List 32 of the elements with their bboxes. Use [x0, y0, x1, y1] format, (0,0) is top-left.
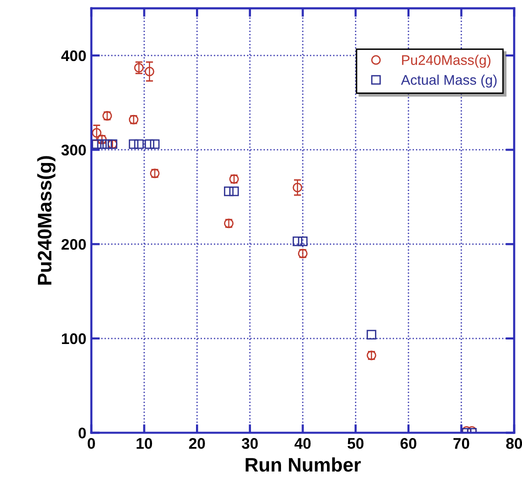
y-tick-label: 400: [61, 50, 86, 62]
point: [92, 128, 102, 138]
y-tick-label: 300: [61, 144, 86, 156]
legend-label: Actual Mass (g): [401, 74, 497, 88]
x-tick-label: 20: [189, 438, 205, 449]
x-tick-label: 40: [294, 438, 311, 449]
x-tick-label: 70: [453, 438, 470, 449]
point: [134, 139, 144, 149]
x-tick-label: 50: [348, 438, 364, 449]
point: [366, 330, 376, 340]
point: [144, 139, 154, 149]
x-tick-label: 30: [242, 438, 258, 449]
point: [102, 139, 112, 149]
point: [298, 236, 308, 246]
x-tick-label: 0: [88, 438, 95, 449]
x-tick-label: 10: [136, 438, 152, 449]
y-axis-title: Pu240Mass(g): [37, 156, 56, 285]
x-tick-label: 80: [506, 438, 522, 449]
x-tick-label: 60: [400, 438, 416, 449]
point: [92, 139, 102, 149]
point: [144, 66, 154, 76]
point: [229, 186, 239, 196]
y-tick-label: 100: [62, 333, 86, 344]
point: [150, 139, 160, 149]
point: [292, 182, 302, 192]
y-tick-label: 200: [62, 238, 86, 250]
legend-label: Pu240Mass(g): [402, 54, 490, 68]
point: [128, 139, 138, 149]
x-axis-title: Run Number: [246, 457, 361, 472]
point: [224, 186, 234, 196]
point: [292, 236, 302, 246]
y-tick-label: 0: [78, 428, 86, 438]
